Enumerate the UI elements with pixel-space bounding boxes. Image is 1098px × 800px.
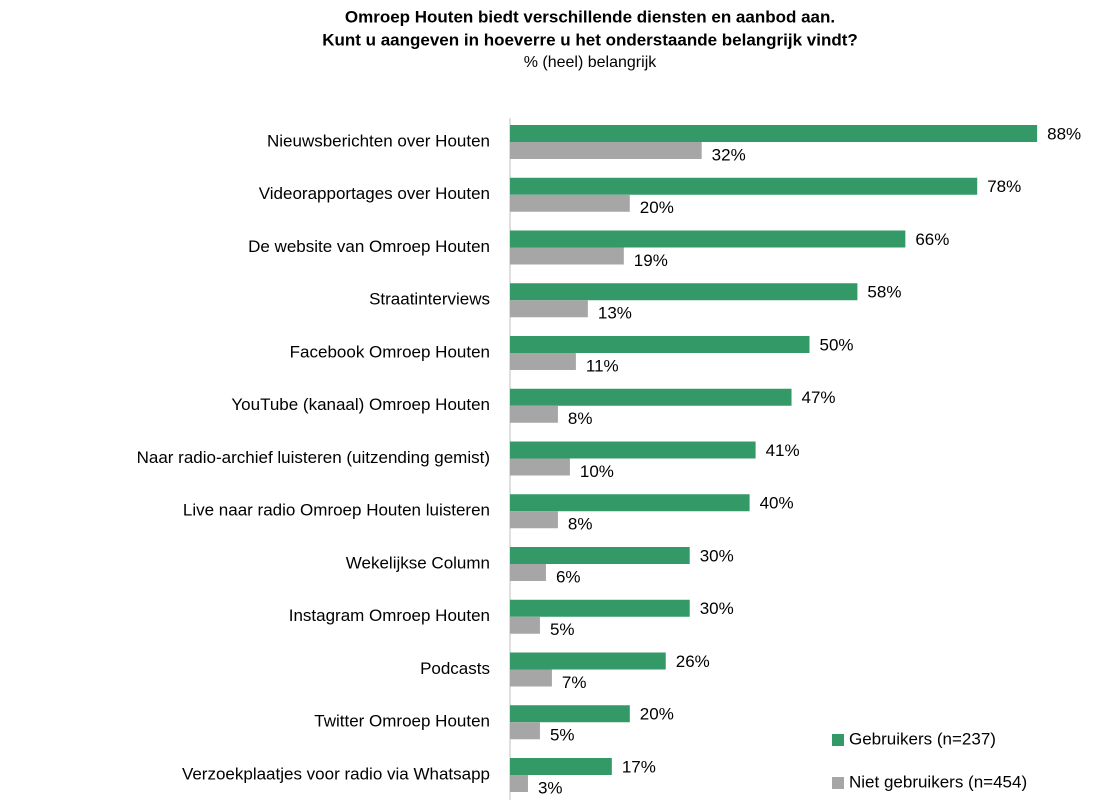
value-label: 32%: [712, 145, 746, 164]
bar: [510, 616, 540, 634]
bar: [510, 494, 750, 512]
value-label: 5%: [550, 620, 575, 639]
category-label: Facebook Omroep Houten: [290, 342, 490, 361]
bar: [510, 142, 702, 159]
value-label: 58%: [867, 283, 901, 302]
bar: [510, 353, 576, 370]
bar: [510, 669, 552, 687]
category-label: Twitter Omroep Houten: [314, 712, 490, 731]
category-label: YouTube (kanaal) Omroep Houten: [231, 395, 490, 414]
bar: [510, 388, 792, 406]
value-label: 13%: [598, 304, 632, 323]
chart-subtitle: % (heel) belangrijk: [524, 54, 658, 71]
category-label: Videorapportages over Houten: [259, 184, 490, 203]
bar: [510, 547, 690, 564]
bar: [510, 705, 630, 723]
bar: [510, 599, 690, 617]
category-label: Wekelijkse Column: [346, 553, 490, 572]
category-label: Podcasts: [420, 659, 490, 678]
value-label: 20%: [640, 705, 674, 724]
value-label: 8%: [568, 409, 593, 428]
legend-label: Gebruikers (n=237): [849, 729, 996, 748]
legend-label: Niet gebruikers (n=454): [849, 772, 1027, 791]
value-label: 88%: [1047, 124, 1081, 143]
bar: [510, 300, 588, 318]
bar: [510, 125, 1038, 142]
bar: [510, 230, 906, 248]
category-label: Nieuwsberichten over Houten: [267, 131, 490, 150]
chart-title: Omroep Houten biedt verschillende dienst…: [345, 7, 835, 26]
bar: [510, 441, 756, 459]
value-label: 47%: [802, 388, 836, 407]
value-label: 30%: [700, 599, 734, 618]
bar: [510, 247, 624, 265]
bar: [510, 336, 810, 353]
value-label: 6%: [556, 567, 581, 586]
value-label: 40%: [760, 494, 794, 513]
value-label: 7%: [562, 673, 587, 692]
bar: [510, 564, 546, 581]
bar: [510, 511, 558, 529]
legend-swatch: [832, 777, 844, 789]
legend-swatch: [832, 734, 844, 746]
category-label: De website van Omroep Houten: [248, 237, 490, 256]
value-label: 11%: [586, 356, 619, 375]
value-label: 19%: [634, 251, 668, 270]
category-label: Naar radio-archief luisteren (uitzending…: [137, 448, 490, 467]
category-label: Straatinterviews: [369, 290, 490, 309]
bar: [510, 652, 666, 670]
value-label: 26%: [676, 652, 710, 671]
bar: [510, 177, 978, 195]
value-label: 5%: [550, 726, 575, 745]
value-label: 10%: [580, 462, 614, 481]
value-label: 17%: [622, 757, 656, 776]
value-label: 66%: [915, 230, 949, 249]
bar: [510, 775, 528, 792]
bar: [510, 758, 612, 775]
value-label: 30%: [700, 546, 734, 565]
value-label: 50%: [820, 335, 854, 354]
bar: [510, 194, 630, 212]
value-label: 20%: [640, 198, 674, 217]
value-label: 8%: [568, 515, 593, 534]
value-label: 3%: [538, 778, 563, 797]
chart-title: Kunt u aangeven in hoeverre u het onders…: [322, 30, 858, 49]
bar: [510, 283, 858, 301]
bar: [510, 722, 540, 740]
category-label: Instagram Omroep Houten: [289, 606, 490, 625]
value-label: 78%: [987, 177, 1021, 196]
category-label: Live naar radio Omroep Houten luisteren: [183, 501, 490, 520]
bar: [510, 405, 558, 423]
bar: [510, 458, 570, 476]
category-label: Verzoekplaatjes voor radio via Whatsapp: [182, 764, 490, 783]
value-label: 41%: [766, 441, 800, 460]
